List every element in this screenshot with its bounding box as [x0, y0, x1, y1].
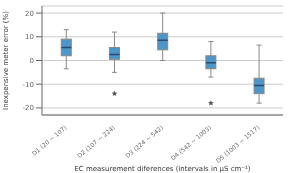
svg-text:20: 20 [25, 10, 34, 18]
svg-text:10: 10 [25, 33, 34, 41]
svg-text:D1 (20 ~ 107): D1 (20 ~ 107) [30, 124, 67, 157]
svg-text:-10: -10 [23, 81, 34, 89]
svg-text:D5 (1003 ~ 1517): D5 (1003 ~ 1517) [214, 124, 260, 164]
svg-text:D2 (107 ~ 224): D2 (107 ~ 224) [76, 124, 116, 159]
svg-text:D3 (224 ~ 542): D3 (224 ~ 542) [124, 124, 164, 159]
svg-text:0: 0 [30, 57, 34, 65]
svg-text:Inexpensive meter error (%): Inexpensive meter error (%) [8, 11, 10, 110]
svg-text:-20: -20 [23, 104, 34, 112]
svg-text:D4 (542 ~ 1003): D4 (542 ~ 1003) [169, 124, 212, 162]
svg-text:EC measurement diferences (int: EC measurement diferences (intervals in … [74, 165, 250, 173]
